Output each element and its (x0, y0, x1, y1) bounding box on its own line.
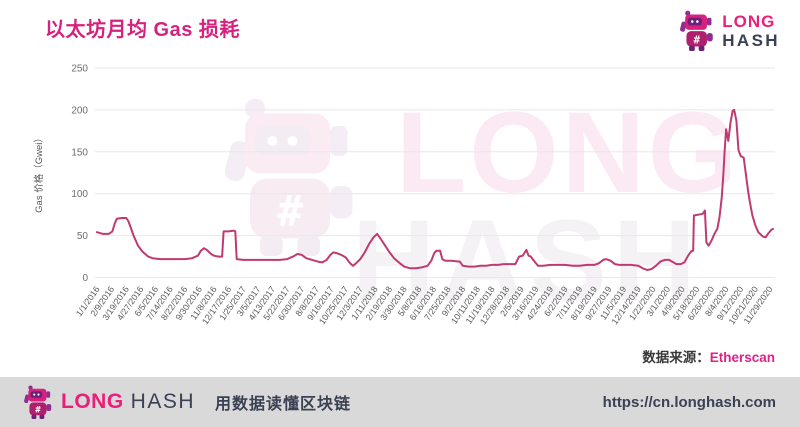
longhash-wordmark: LONG HASH (722, 12, 780, 50)
longhash-robot-icon (680, 10, 716, 51)
y-tick-label: 250 (71, 64, 88, 75)
watermark-hash-text: HASH (352, 197, 702, 325)
data-source-label: 数据来源： (642, 350, 710, 365)
y-tick-label: 0 (82, 273, 88, 284)
footer-url: https://cn.longhash.com (602, 393, 776, 411)
y-axis-title: Gas 价格（Gwei） (33, 133, 45, 213)
logo-long-text: LONG (722, 11, 776, 31)
y-tick-label: 100 (71, 189, 88, 200)
longhash-logo: LONG HASH (680, 10, 780, 51)
longhash-robot-icon (24, 385, 54, 419)
logo-hash-text: HASH (722, 30, 780, 50)
footer-long-text: LONG (61, 390, 124, 413)
footer-bar: LONG HASH 用数据读懂区块链 https://cn.longhash.co… (0, 377, 800, 427)
gas-price-chart: LONG HASH 0 50 100 150 200 250 Gas 价格（Gwei） 1/1/2… (0, 50, 800, 350)
gas-price-line (96, 108, 774, 271)
y-tick-label: 150 (71, 147, 88, 158)
footer-hash-text: HASH (130, 390, 196, 413)
watermark-robot-icon (225, 98, 353, 256)
y-tick-label: 200 (71, 105, 88, 116)
footer-tagline: 用数据读懂区块链 (215, 396, 352, 413)
data-source: 数据来源：Etherscan (642, 346, 775, 366)
y-tick-label: 50 (77, 231, 89, 242)
x-axis-labels: 1/1/20162/9/20163/19/20164/27/20166/5/20… (74, 284, 775, 326)
footer-brand: LONG HASH (24, 385, 195, 419)
page-title: 以太坊月均 Gas 损耗 (45, 19, 240, 41)
y-grid: 0 50 100 150 200 250 (71, 64, 775, 284)
data-source-value: Etherscan (709, 350, 775, 365)
